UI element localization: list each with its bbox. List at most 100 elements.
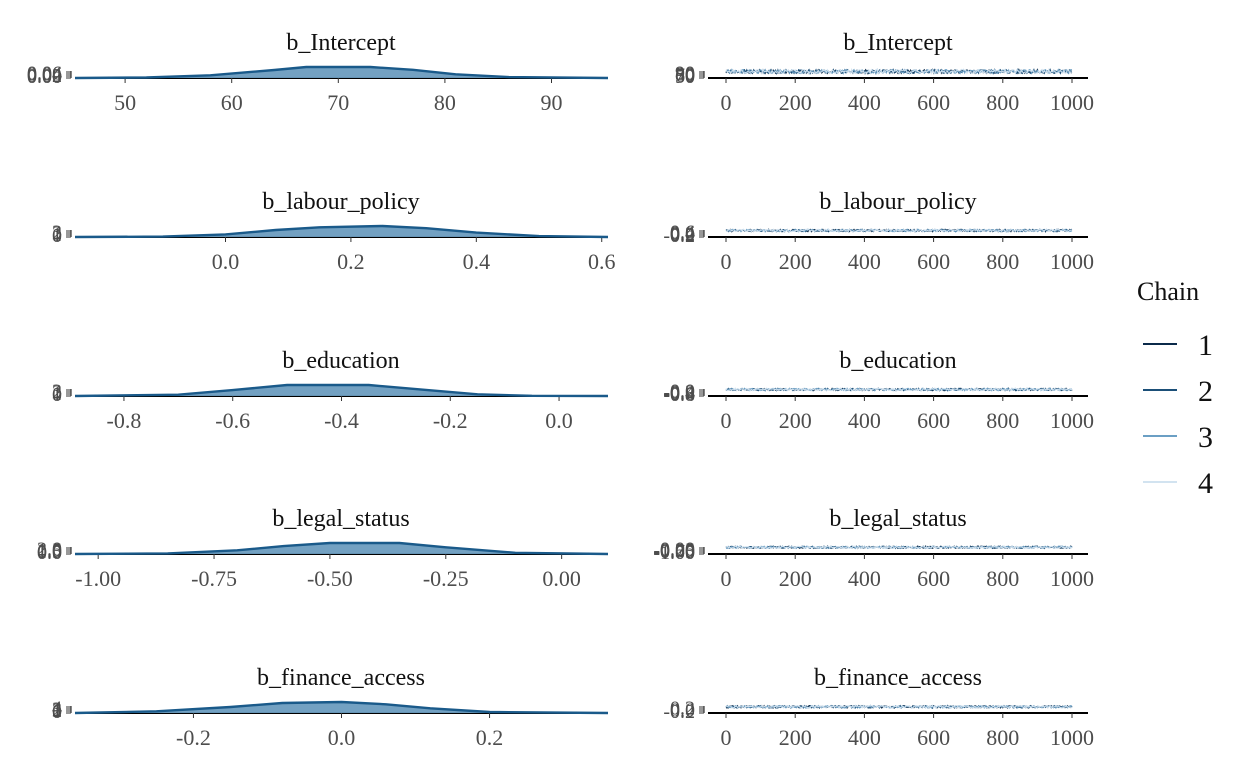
x-tick-label: 200 [779,408,812,433]
legend-item-3: 3 [1143,421,1213,454]
x-tick-label: 600 [917,566,950,591]
panel-title: b_labour_policy [262,189,419,215]
density-line [74,383,609,398]
density-area [75,67,608,78]
y-tick-label: 1 [52,383,62,405]
legend-item-2: 2 [1143,375,1213,408]
y-tick-label: 3 [52,381,62,403]
y-tick-label: 0 [52,384,62,406]
x-tick-label: 600 [917,90,950,115]
x-tick-label: -1.00 [75,566,121,591]
y-tick-label: -0.50 [653,540,695,562]
y-tick-label: 1.0 [37,540,62,562]
legend-label: 2 [1198,375,1213,408]
panel-title: b_Intercept [286,30,396,56]
x-tick-label: 0 [721,566,732,591]
y-tick-label: -0.2 [663,225,695,247]
panel-b-legal-status-density: b_legal_status 0.00.51.01.52.0 -1.00 -0.75 -… [37,506,609,591]
panel-title: b_education [282,348,399,374]
x-tick-label: 200 [779,90,812,115]
y-tick-label: -0.2 [663,381,695,403]
y-tick-label: 70 [675,64,695,86]
panel-title: b_education [839,348,956,374]
x-tick-label: 200 [779,566,812,591]
panel-title: b_Intercept [843,30,953,56]
x-tick-label: 0 [721,725,732,750]
panel-b-legal-status-trace: b_legal_status -1.00-0.75-0.50-0.250.00 0 2… [653,506,1094,591]
y-tick-label: 3 [52,222,62,244]
y-tick-label: 0.6 [670,222,695,244]
x-tick-label: -0.2 [433,408,468,433]
panel-b-education-trace: b_education -0.8-0.6-0.4-0.20.0 0 200 400 600… [663,348,1094,433]
y-tick-label: 3 [52,698,62,720]
x-tick-label: 90 [541,90,563,115]
y-tick-label: 60 [675,65,695,87]
legend-items: 1 2 3 4 [1143,329,1213,500]
trace-chain-4 [725,544,1073,550]
y-tick-label: 4 [52,698,62,720]
y-tick-label: 50 [675,66,695,88]
density-line [74,541,609,556]
x-tick-label: -0.4 [324,408,359,433]
y-tick-label: 0 [52,701,62,723]
y-tick-label: 0.0 [37,542,62,564]
y-tick-label: -0.4 [663,382,695,404]
x-tick-label: -0.2 [176,725,211,750]
y-tick-label: 0.04 [27,64,62,86]
y-tick-label: -0.25 [653,539,695,561]
x-tick-label: 0.0 [328,725,356,750]
x-tick-label: -0.8 [107,408,142,433]
x-tick-label: 1000 [1050,725,1094,750]
x-tick-label: 200 [779,249,812,274]
x-tick-label: 800 [986,725,1019,750]
x-tick-label: 0.0 [545,408,573,433]
trace-chain-4 [725,704,1073,710]
x-tick-label: 400 [848,566,881,591]
x-tick-label: 800 [986,249,1019,274]
y-tick-label: 1 [52,700,62,722]
legend-item-1: 1 [1143,329,1213,362]
x-tick-label: 600 [917,408,950,433]
x-tick-label: 600 [917,249,950,274]
panel-b-labour-policy-trace: b_labour_policy -0.20.00.20.40.6 0 200 400 60… [663,189,1094,274]
x-tick-label: 0.4 [463,249,491,274]
y-tick-label: 0.4 [670,222,695,244]
y-tick-label: 0.0 [670,224,695,246]
y-tick-label: 0.0 [670,381,695,403]
x-tick-label: 200 [779,725,812,750]
x-tick-label: 800 [986,566,1019,591]
y-tick-label: 0.0 [670,699,695,721]
y-tick-label: 90 [675,63,695,85]
density-area [75,543,608,554]
y-tick-label: 1.5 [37,539,62,561]
x-tick-label: 400 [848,249,881,274]
density-area [75,702,608,713]
y-tick-label: -0.6 [663,383,695,405]
x-tick-label: 0 [721,90,732,115]
x-tick-label: 0 [721,249,732,274]
x-tick-label: 80 [434,90,456,115]
x-tick-label: 1000 [1050,408,1094,433]
x-tick-label: 0 [721,408,732,433]
x-tick-label: 0.6 [588,249,616,274]
panel-title: b_legal_status [272,506,409,532]
y-tick-label: 0.00 [660,539,695,561]
y-tick-label: 80 [675,63,695,85]
legend-label: 1 [1198,329,1213,362]
x-tick-label: 50 [114,90,136,115]
x-tick-label: 600 [917,725,950,750]
x-tick-label: 400 [848,408,881,433]
x-tick-label: 1000 [1050,90,1094,115]
x-tick-label: 0.00 [542,566,581,591]
x-tick-label: 0.0 [212,249,240,274]
x-tick-label: 400 [848,725,881,750]
y-tick-label: -0.8 [663,384,695,406]
legend-title: Chain [1137,277,1199,306]
y-tick-label: -1.00 [653,542,695,564]
density-line [74,700,609,715]
panel-b-Intercept-density: b_Intercept 0.000.020.040.06 50 60 70 80 90 [27,30,609,115]
y-tick-label: -0.75 [653,541,695,563]
